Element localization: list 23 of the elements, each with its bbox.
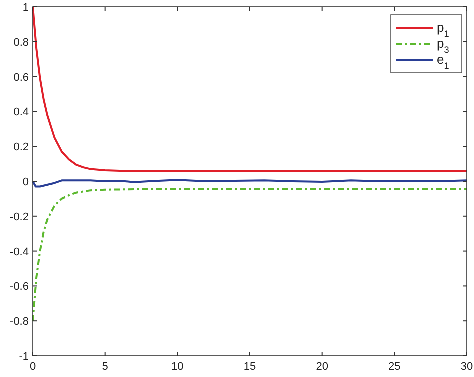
- y-tick-label: 1: [22, 2, 29, 14]
- x-tick-label: 30: [460, 361, 474, 373]
- y-tick-label: 0: [22, 176, 29, 188]
- x-tick-label: 20: [316, 361, 328, 373]
- legend-label: p$_{3}$: [437, 36, 450, 55]
- y-tick-label: -1: [19, 351, 29, 363]
- line-series: [32, 179, 468, 188]
- y-tick-label: -0.6: [10, 281, 29, 294]
- y-tick-label: -0.2: [10, 211, 29, 224]
- y-tick-label: -0.8: [10, 316, 29, 328]
- x-tick-label: 25: [388, 361, 401, 373]
- line-series: [32, 6, 468, 172]
- y-tick-label: 0.4: [14, 106, 29, 119]
- legend-label: p$_{1}$: [437, 20, 450, 39]
- y-tick-label: 0.6: [14, 72, 29, 84]
- x-tick-label: 15: [244, 361, 256, 373]
- y-tick-label: 0.2: [14, 142, 29, 154]
- x-tick-label: 10: [172, 361, 184, 373]
- y-tick-label: -0.4: [10, 246, 29, 258]
- legend-label: e$_{1}$: [437, 52, 450, 71]
- line-series: [32, 188, 468, 322]
- x-tick-label: 5: [102, 361, 108, 373]
- y-tick-label: 0.8: [14, 36, 29, 49]
